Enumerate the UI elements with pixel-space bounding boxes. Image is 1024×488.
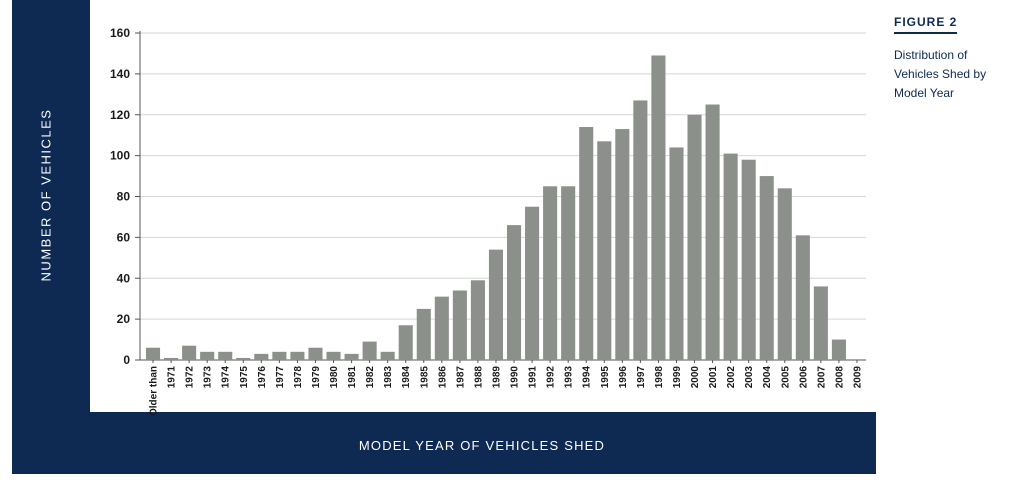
x-tick-label: Older than [149,366,160,416]
bar [326,351,341,360]
bar [687,114,702,360]
x-tick-label: 1987 [455,366,466,389]
x-tick-label: 2004 [762,366,773,389]
x-tick-label: 1991 [528,366,539,389]
y-tick-label: 20 [117,312,131,326]
bar [398,325,413,360]
x-tick-label: 2007 [816,366,827,389]
bar [561,186,576,360]
x-tick-label: 1994 [582,366,593,389]
figure-number: FIGURE 2 [894,15,958,34]
x-tick-label: 1976 [257,366,268,389]
x-tick-label: 1972 [185,366,196,389]
x-tick-label: 1986 [437,366,448,389]
x-tick-label: 1980 [329,366,340,389]
x-tick-label: 1981 [347,366,358,389]
x-tick-label: 1975 [239,366,250,389]
bar [470,280,485,360]
bar [813,286,828,360]
bar [669,147,684,360]
bar [254,353,269,360]
x-tick-label: 2009 [852,366,863,389]
x-tick-label: 2003 [744,366,755,389]
bar [597,141,612,360]
bar [145,347,161,360]
bar [308,347,323,360]
x-tick-label: 1988 [473,366,484,389]
x-tick-label: 2005 [780,366,791,389]
bar [200,351,215,360]
x-tick-label: 1978 [293,366,304,389]
bar [272,351,287,360]
x-tick-label: 2008 [834,366,845,389]
x-tick-label: 2002 [726,366,737,389]
y-axis-label: NUMBER OF VEHICLES [38,108,54,282]
x-axis-label: MODEL YEAR OF VEHICLES SHED [358,438,606,453]
x-tick-label: 1973 [203,366,214,389]
bar [651,55,666,360]
y-tick-label: 40 [117,271,131,285]
bar [344,353,359,360]
y-tick-label: 80 [117,190,131,204]
x-tick-label: 1996 [618,366,629,389]
y-tick-label: 0 [123,353,130,367]
x-tick-label: 1985 [419,366,430,389]
bar [236,357,251,360]
x-tick-label: 1977 [275,366,286,389]
bar [615,129,630,360]
x-tick-label: 1993 [564,366,575,389]
x-tick-label: 1992 [546,366,557,389]
x-tick-label: 1979 [311,366,322,389]
x-tick-label: 1990 [510,366,521,389]
bar [416,308,431,360]
bar [741,159,756,360]
x-tick-label: 1983 [383,366,394,389]
x-tick-label: 1974 [221,366,232,389]
bar [633,100,648,360]
y-tick-label: 100 [110,149,130,163]
bar [525,206,540,360]
bar [795,235,810,360]
bar [164,357,179,360]
y-tick-label: 160 [110,26,130,40]
bar [290,351,305,360]
bar [723,153,738,360]
x-tick-label: 1998 [654,366,665,389]
y-tick-label: 140 [110,67,130,81]
bar [506,225,522,360]
x-tick-label: 1984 [401,366,412,389]
bar [488,249,504,360]
bar [362,341,377,360]
bar [759,176,774,360]
bar [380,351,395,360]
x-tick-label: 1995 [600,366,611,389]
x-tick-label: 2000 [690,366,701,389]
bar [434,296,449,360]
x-tick-label: 2006 [798,366,809,389]
bar [543,186,558,360]
x-tick-label: 1982 [365,366,376,389]
bar [777,188,792,360]
bar [452,290,467,360]
bar [218,351,233,360]
bar [831,339,846,360]
x-tick-label: 2001 [708,366,719,389]
x-tick-label: 1997 [636,366,647,389]
x-tick-label: 1971 [167,366,178,389]
y-tick-label: 60 [117,230,131,244]
x-tick-label: 1989 [491,366,502,389]
x-tick-label: 1999 [672,366,683,389]
bar [579,127,594,360]
figure-title: Distribution of Vehicles Shed by Model Y… [894,48,987,100]
bar [705,104,720,360]
bar [182,345,197,360]
y-tick-label: 120 [110,108,130,122]
